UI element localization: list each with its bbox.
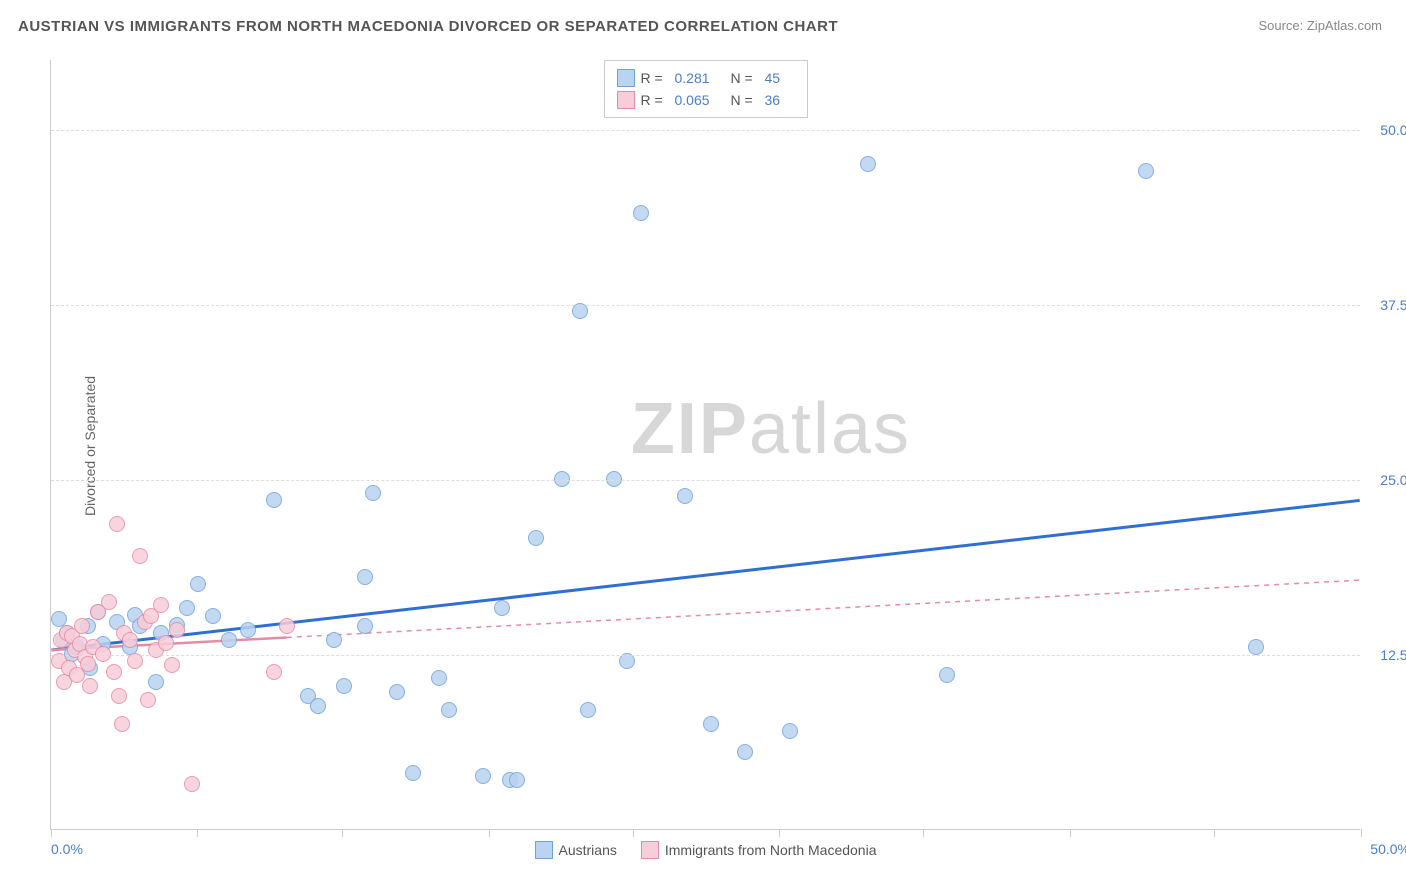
point-austrians: [860, 156, 876, 172]
point-austrians: [677, 488, 693, 504]
point-austrians: [205, 608, 221, 624]
point-austrians: [357, 569, 373, 585]
legend-row-macedonia: R = 0.065 N = 36: [617, 89, 795, 111]
point-macedonia: [101, 594, 117, 610]
legend-label-austrians: Austrians: [559, 842, 617, 858]
r-label: R =: [641, 89, 669, 111]
point-macedonia: [80, 656, 96, 672]
point-macedonia: [140, 692, 156, 708]
point-macedonia: [109, 516, 125, 532]
plot-area: ZIPatlas R = 0.281 N = 45 R = 0.065 N = …: [50, 60, 1360, 830]
point-austrians: [336, 678, 352, 694]
x-tick: [342, 829, 343, 837]
trendline-macedonia-dashed: [287, 580, 1360, 637]
point-austrians: [431, 670, 447, 686]
source-label: Source: ZipAtlas.com: [1258, 18, 1382, 33]
n-value-austrians: 45: [765, 67, 795, 89]
point-austrians: [310, 698, 326, 714]
point-macedonia: [74, 618, 90, 634]
x-tick: [489, 829, 490, 837]
correlation-legend: R = 0.281 N = 45 R = 0.065 N = 36: [604, 60, 808, 118]
point-austrians: [365, 485, 381, 501]
x-origin-label: 0.0%: [51, 841, 83, 857]
point-austrians: [389, 684, 405, 700]
x-tick: [779, 829, 780, 837]
point-macedonia: [111, 688, 127, 704]
point-macedonia: [153, 597, 169, 613]
point-macedonia: [132, 548, 148, 564]
point-austrians: [1248, 639, 1264, 655]
x-tick: [1214, 829, 1215, 837]
point-austrians: [475, 768, 491, 784]
point-macedonia: [82, 678, 98, 694]
point-austrians: [703, 716, 719, 732]
n-label: N =: [731, 67, 759, 89]
point-macedonia: [279, 618, 295, 634]
point-macedonia: [164, 657, 180, 673]
x-tick: [1070, 829, 1071, 837]
point-macedonia: [122, 632, 138, 648]
point-austrians: [357, 618, 373, 634]
legend-row-austrians: R = 0.281 N = 45: [617, 67, 795, 89]
swatch-austrians: [535, 841, 553, 859]
point-macedonia: [184, 776, 200, 792]
y-tick-label: 25.0%: [1380, 472, 1406, 488]
x-tick: [633, 829, 634, 837]
n-value-macedonia: 36: [765, 89, 795, 111]
gridline-h: [51, 305, 1360, 306]
point-austrians: [190, 576, 206, 592]
point-macedonia: [114, 716, 130, 732]
point-austrians: [441, 702, 457, 718]
point-austrians: [939, 667, 955, 683]
point-macedonia: [169, 622, 185, 638]
gridline-h: [51, 130, 1360, 131]
point-macedonia: [158, 635, 174, 651]
point-austrians: [633, 205, 649, 221]
y-tick-label: 12.5%: [1380, 647, 1406, 663]
point-austrians: [554, 471, 570, 487]
legend-label-macedonia: Immigrants from North Macedonia: [665, 842, 877, 858]
point-macedonia: [95, 646, 111, 662]
y-tick-label: 50.0%: [1380, 122, 1406, 138]
y-tick-label: 37.5%: [1380, 297, 1406, 313]
r-value-macedonia: 0.065: [675, 89, 725, 111]
point-austrians: [179, 600, 195, 616]
point-austrians: [737, 744, 753, 760]
legend-item-macedonia: Immigrants from North Macedonia: [641, 841, 877, 859]
r-value-austrians: 0.281: [675, 67, 725, 89]
point-austrians: [240, 622, 256, 638]
swatch-macedonia: [617, 91, 635, 109]
point-austrians: [405, 765, 421, 781]
point-austrians: [148, 674, 164, 690]
gridline-h: [51, 655, 1360, 656]
point-austrians: [509, 772, 525, 788]
chart-title: AUSTRIAN VS IMMIGRANTS FROM NORTH MACEDO…: [18, 18, 838, 35]
point-austrians: [1138, 163, 1154, 179]
gridline-h: [51, 480, 1360, 481]
point-austrians: [326, 632, 342, 648]
point-austrians: [580, 702, 596, 718]
point-austrians: [606, 471, 622, 487]
n-label: N =: [731, 89, 759, 111]
x-max-label: 50.0%: [1370, 841, 1406, 857]
series-legend: Austrians Immigrants from North Macedoni…: [535, 841, 877, 859]
point-austrians: [494, 600, 510, 616]
swatch-macedonia: [641, 841, 659, 859]
point-austrians: [528, 530, 544, 546]
point-macedonia: [106, 664, 122, 680]
point-austrians: [782, 723, 798, 739]
legend-item-austrians: Austrians: [535, 841, 617, 859]
x-tick: [51, 829, 52, 837]
point-austrians: [221, 632, 237, 648]
point-austrians: [266, 492, 282, 508]
trend-lines-svg: [51, 60, 1360, 829]
swatch-austrians: [617, 69, 635, 87]
x-tick: [1361, 829, 1362, 837]
point-macedonia: [266, 664, 282, 680]
r-label: R =: [641, 67, 669, 89]
x-tick: [197, 829, 198, 837]
x-tick: [923, 829, 924, 837]
